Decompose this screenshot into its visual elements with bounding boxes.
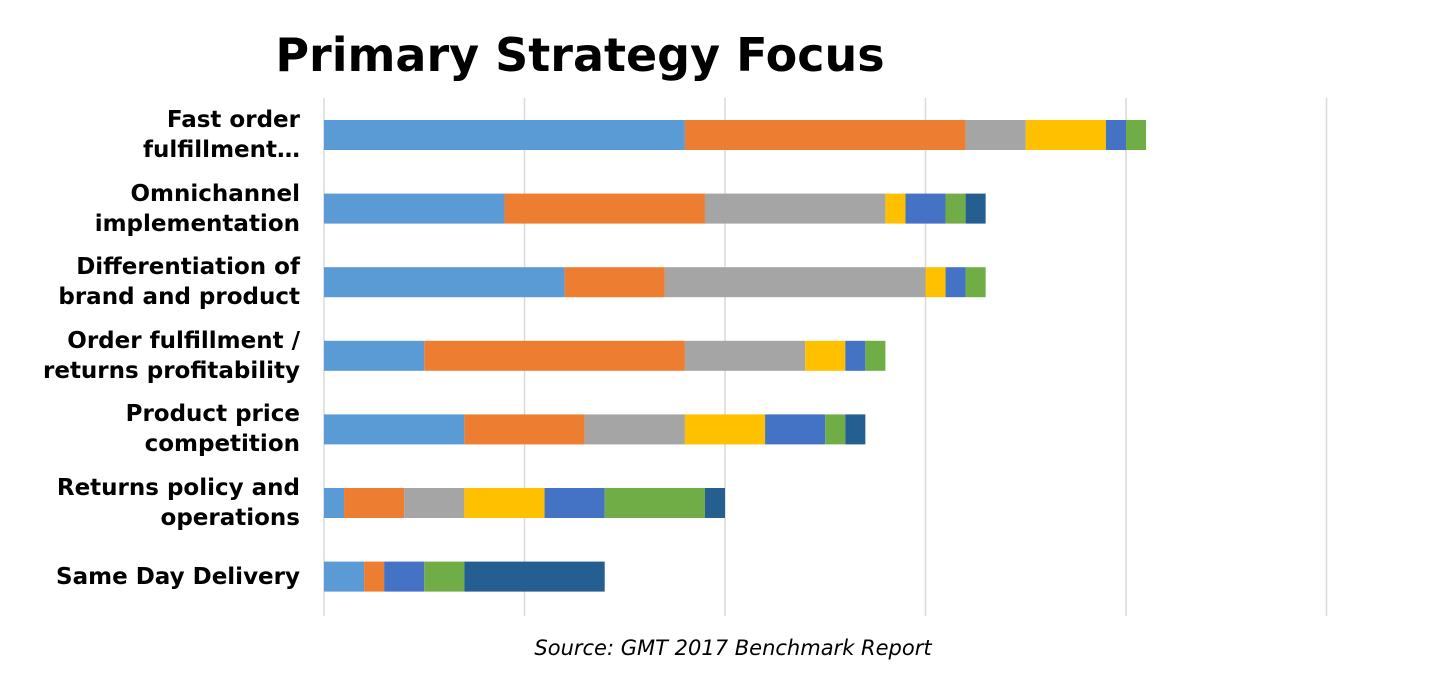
category-label-line: returns profitability xyxy=(43,357,300,384)
bar-segment xyxy=(965,120,1026,150)
bar-segment xyxy=(664,267,926,298)
bar-segment xyxy=(604,488,705,518)
category-label-line: Returns policy and xyxy=(56,475,300,501)
bar-segment xyxy=(424,340,685,371)
bar-segment xyxy=(905,193,946,224)
category-label-line: Order fulfillment / xyxy=(67,327,300,354)
bar-segment xyxy=(324,488,345,518)
bar-segment xyxy=(324,120,685,150)
bar-segment xyxy=(845,414,866,445)
bar-segment xyxy=(885,193,906,224)
category-label: Omnichannel implementation xyxy=(0,179,300,239)
bar-segment xyxy=(504,193,705,224)
bar-segment xyxy=(464,414,585,445)
bar-segment xyxy=(324,193,505,224)
bar-segment xyxy=(965,267,986,298)
bar-segment xyxy=(544,488,605,518)
category-label-line: implementation xyxy=(94,210,300,237)
bar-segment xyxy=(684,340,806,371)
chart-title: Primary Strategy Focus xyxy=(275,28,885,82)
category-label-line: Fast order xyxy=(166,107,300,133)
bar-segment xyxy=(424,561,465,592)
bar-segment xyxy=(584,414,685,445)
bar-segment xyxy=(344,488,405,518)
category-label: Returns policy and operations xyxy=(0,473,300,533)
bar-segment xyxy=(464,488,545,518)
category-label-line: Differentiation of xyxy=(76,254,300,281)
category-label: Product price competition xyxy=(0,399,300,459)
bar-segment xyxy=(324,414,465,445)
bar-segment xyxy=(945,193,966,224)
bar-segment xyxy=(324,561,365,592)
category-label: Order fulfillment / returns profitability xyxy=(0,326,300,386)
category-label-line: competition xyxy=(144,431,300,458)
bar-segment xyxy=(1105,120,1126,150)
bar-segment xyxy=(865,340,886,371)
bar-segment xyxy=(684,120,966,150)
category-label: Same Day Delivery xyxy=(0,562,300,592)
bar-segment xyxy=(925,267,946,298)
bar-segment xyxy=(704,488,725,518)
bar-segment xyxy=(945,267,966,298)
bar-segment xyxy=(464,561,605,592)
bar-segment xyxy=(684,414,766,445)
category-label-line: Product price xyxy=(125,401,300,428)
bar-segment xyxy=(805,340,846,371)
bar-segment xyxy=(965,193,986,224)
bar-segment xyxy=(1025,120,1106,150)
category-label: Differentiation of brand and product xyxy=(0,252,300,312)
category-label-line: Same Day Delivery xyxy=(56,563,300,590)
category-label: Fast order fulfillment… xyxy=(0,105,300,165)
bar-segment xyxy=(765,414,826,445)
category-label-line: Omnichannel xyxy=(130,180,300,207)
bar-segment xyxy=(845,340,866,371)
category-label-line: brand and product xyxy=(58,284,300,311)
bar-segment xyxy=(1126,120,1147,150)
bar-segment xyxy=(324,340,425,371)
bar-segment xyxy=(564,267,665,298)
category-label-line: fulfillment… xyxy=(142,137,300,163)
bar-segment xyxy=(825,414,846,445)
category-label-line: operations xyxy=(160,505,300,531)
bar-segment xyxy=(704,193,886,224)
bar-segment xyxy=(384,561,425,592)
bar-segment xyxy=(364,561,385,592)
bar-segment xyxy=(404,488,465,518)
source-note: Source: GMT 2017 Benchmark Report xyxy=(534,636,932,660)
bar-segment xyxy=(324,267,565,298)
